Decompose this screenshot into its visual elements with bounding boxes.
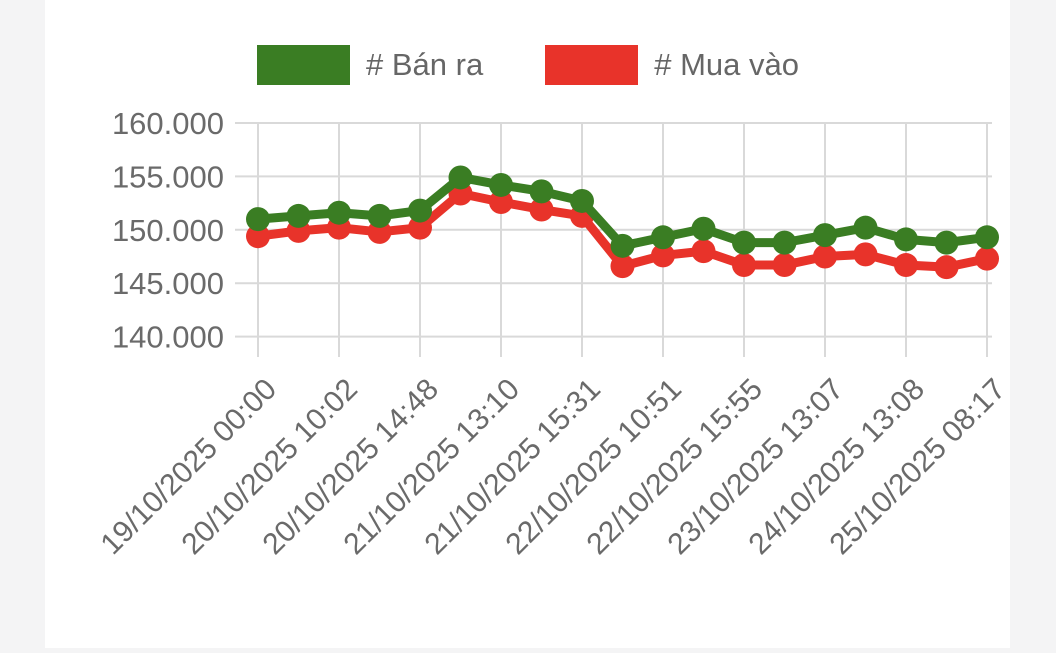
data-point	[894, 253, 918, 278]
legend-label-mua-vao: # Mua vào	[654, 47, 799, 82]
data-point	[975, 246, 999, 271]
data-point	[610, 254, 635, 279]
data-point	[732, 253, 756, 278]
data-point	[286, 203, 311, 228]
data-point	[246, 207, 270, 232]
chart-legend: # Bán ra # Mua vào	[0, 45, 1056, 85]
data-point	[772, 253, 797, 278]
data-point	[610, 233, 635, 258]
data-point	[448, 165, 473, 190]
mua-vao-swatch	[545, 45, 639, 85]
y-axis-tick-label: 145.000	[112, 266, 224, 301]
data-point	[570, 188, 594, 213]
data-point	[408, 198, 432, 223]
data-point	[651, 243, 675, 268]
data-point	[813, 244, 837, 269]
data-point	[489, 190, 513, 215]
data-point	[529, 179, 554, 204]
ban-ra-swatch	[257, 45, 351, 85]
data-point	[853, 242, 878, 267]
chart-card	[45, 0, 1010, 648]
data-point	[732, 230, 756, 255]
data-point	[934, 255, 959, 280]
data-point	[894, 227, 918, 252]
data-point	[934, 230, 959, 255]
legend-item-mua-vao[interactable]: # Mua vào	[545, 45, 799, 85]
y-axis-tick-label: 160.000	[112, 106, 224, 141]
data-point	[246, 224, 270, 249]
legend-label-ban-ra: # Bán ra	[366, 47, 484, 82]
data-point	[813, 223, 837, 248]
data-point	[367, 203, 392, 228]
data-point	[327, 200, 351, 225]
data-point	[529, 197, 554, 222]
data-point	[489, 172, 513, 197]
data-point	[651, 225, 675, 250]
data-point	[691, 216, 716, 241]
y-axis-tick-label: 150.000	[112, 213, 224, 248]
y-axis-tick-label: 140.000	[112, 320, 224, 355]
data-point	[975, 225, 999, 250]
legend-item-ban-ra[interactable]: # Bán ra	[257, 45, 483, 85]
data-point	[691, 239, 716, 264]
data-point	[853, 215, 878, 240]
y-axis-tick-label: 155.000	[112, 159, 224, 194]
data-point	[408, 215, 432, 240]
data-point	[772, 230, 797, 255]
